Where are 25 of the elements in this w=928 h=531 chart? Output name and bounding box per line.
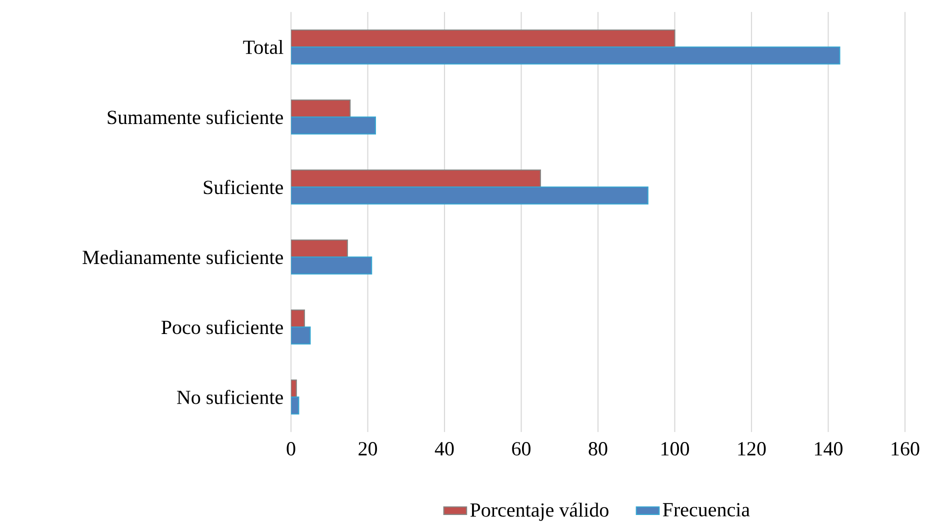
bar	[291, 46, 840, 65]
bar	[291, 239, 348, 258]
x-tick-label: 140	[815, 442, 842, 456]
y-tick-label: No suficiente	[177, 390, 283, 404]
y-tick-label: Suficiente	[204, 180, 283, 194]
y-tick-label: Poco suficiente	[161, 320, 283, 334]
x-tick-label: 40	[434, 442, 454, 456]
x-tick-label: 60	[512, 442, 530, 456]
x-tick-label: 0	[286, 442, 296, 456]
bar	[291, 256, 372, 275]
x-tick-label: 160	[892, 442, 920, 456]
bar	[291, 169, 541, 188]
y-tick-label: Medianamente suficiente	[82, 250, 283, 264]
bar	[291, 99, 351, 118]
bar	[291, 116, 376, 135]
y-tick-label: Sumamente suficiente	[108, 110, 283, 124]
legend-label: Porcentaje válido	[470, 502, 608, 521]
x-tick-label: 80	[588, 442, 608, 456]
x-tick-label: 120	[738, 442, 766, 456]
y-tick-label: Total	[243, 40, 284, 54]
x-tick-label: 100	[662, 442, 689, 456]
bar	[291, 29, 676, 48]
bar	[291, 186, 648, 205]
legend-label: Frecuencia	[662, 503, 750, 516]
x-tick-label: 20	[358, 442, 377, 456]
